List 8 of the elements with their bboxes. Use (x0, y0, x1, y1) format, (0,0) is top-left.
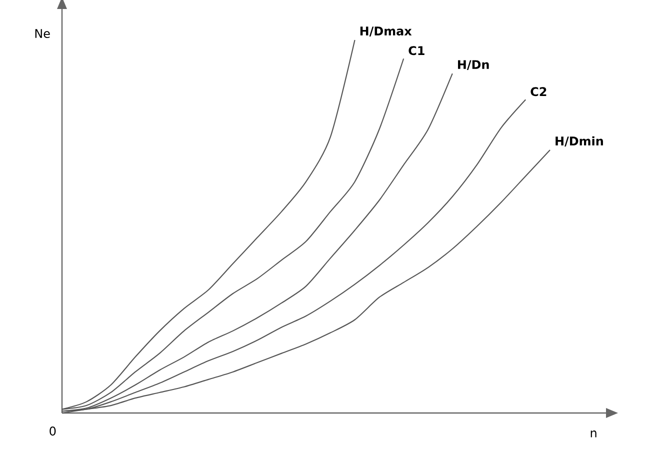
x-axis-title: n (590, 430, 596, 438)
series-label: H/Dmax (360, 26, 412, 36)
text: 0 (50, 426, 56, 436)
series-label: H/Dmin (556, 136, 603, 147)
series-label: H/Dn (458, 60, 489, 70)
y-axis-title: Ne (35, 29, 50, 38)
series-label: C2 (530, 87, 546, 96)
series-label: C1 (408, 46, 424, 56)
